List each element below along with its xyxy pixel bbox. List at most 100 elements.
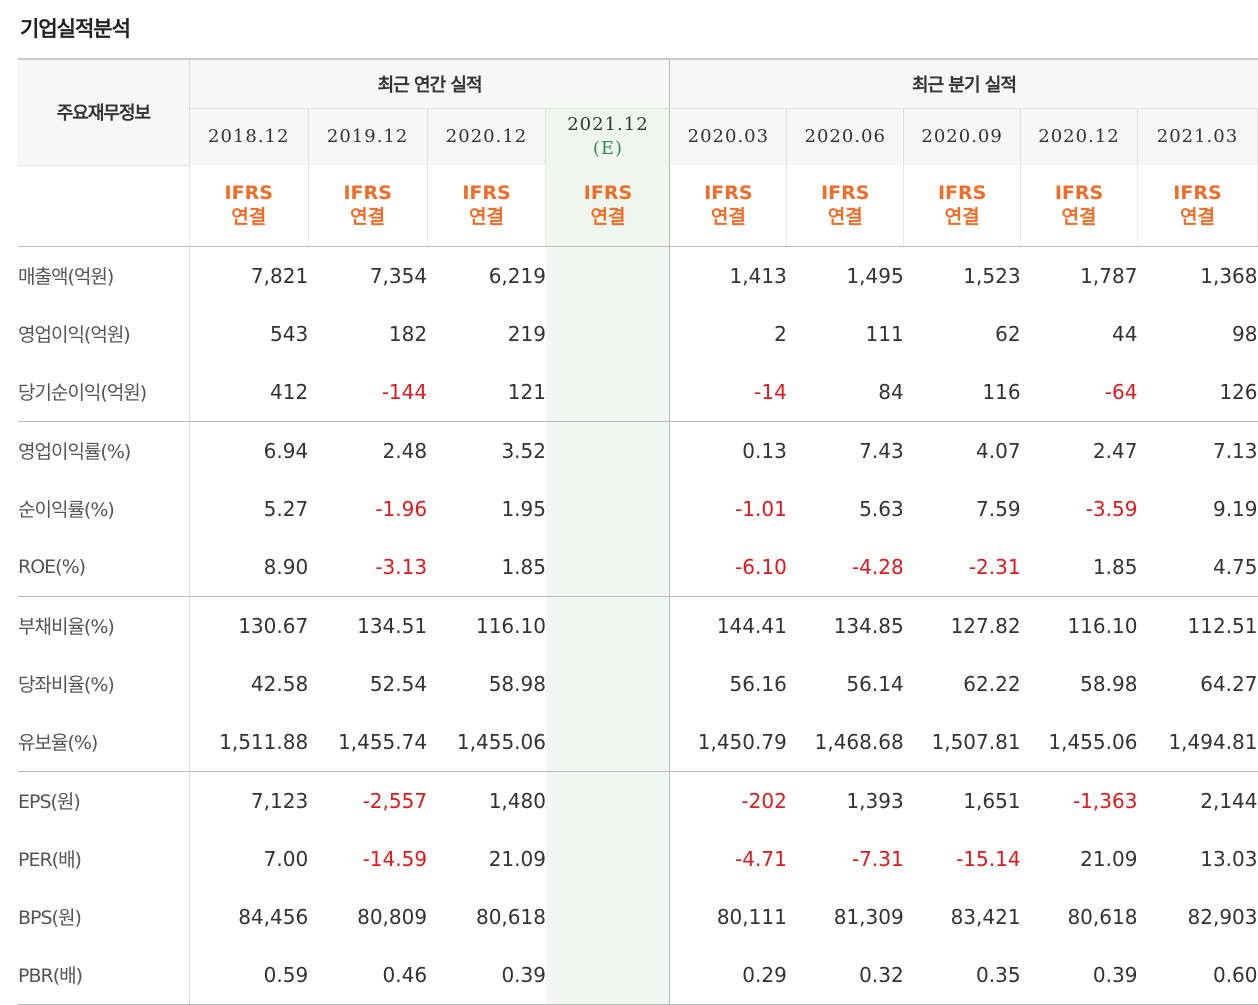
value-cell: 7,354 [369,263,428,288]
consolidated-label: 연결 [590,206,626,229]
value-cell: 21.09 [1080,846,1138,871]
value-cell: -3.13 [308,537,428,597]
value-cell: 84 [786,362,904,422]
value-cell: 121 [427,362,546,422]
estimate-mark: (E) [592,138,624,159]
row-label: 부채비율(%) [18,596,190,655]
value-cell: 21.09 [488,846,546,871]
value-cell: 7.43 [859,438,904,463]
consolidated-label: 연결 [1061,206,1097,229]
value-cell: 1,494.81 [1137,712,1258,772]
row-label: EPS(원) [18,771,190,830]
table-row: 당좌비율(%) 42.58 52.54 58.98 56.16 56.14 62.22 58.… [18,654,1258,713]
page-title: 기업실적분석 [20,17,131,41]
value-cell: 130.67 [238,613,309,638]
estimate-cell [545,829,671,888]
value-cell: -14 [669,362,787,422]
value-cell: 1,455.74 [308,712,428,772]
value-cell: -15.14 [956,846,1021,871]
ifrs-consolidated-label: IFRS 연결 [545,165,671,247]
value-cell: 1,511.88 [189,712,309,772]
value-cell: 1,787 [1080,263,1138,288]
value-cell: 219 [507,321,546,346]
ifrs-consolidated-label: IFRS 연결 [1020,165,1138,247]
financial-table: 주요재무정보 최근 연간 실적 최근 분기 실적 2018.12 2019.12 2… [18,58,1258,1005]
value-cell: 56.14 [846,671,904,696]
value-cell: 134.51 [357,613,428,638]
value-cell: 1,507.81 [903,712,1021,772]
value-cell: 1,450.79 [669,712,787,772]
value-cell: 1,393 [846,788,904,813]
ifrs-consolidated-label: IFRS 연결 [786,165,905,247]
value-cell: -2.31 [903,537,1021,597]
value-cell: 182 [388,321,428,346]
value-cell: 7.59 [976,496,1021,521]
value-cell: -3.59 [1085,496,1138,521]
value-cell: 1.85 [1020,537,1138,597]
period-header-annual: 2021.12 (E) [545,108,671,165]
value-cell: 0.35 [903,945,1021,1005]
value-cell: 80,618 [1067,904,1138,929]
table-row: ROE(%) 8.90 -3.13 1.85 -6.10 -4.28 -2.31 1.85 4.… [18,537,1258,597]
value-cell: -4.28 [786,537,904,597]
value-cell: -1.01 [735,496,787,521]
consolidated-label: 연결 [350,206,386,229]
value-cell: -6.10 [669,537,787,597]
value-cell: 0.32 [786,945,904,1005]
value-cell: 80,111 [716,904,787,929]
value-cell: 83,421 [950,904,1021,929]
value-cell: 2.47 [1092,438,1138,463]
value-cell: 0.59 [189,945,309,1005]
value-cell: 84,456 [238,904,309,929]
consolidated-label: 연결 [827,206,863,229]
value-cell: -14.59 [362,846,428,871]
estimate-cell [545,479,671,538]
table-corner-label: 주요재무정보 [18,58,190,166]
value-cell: 1.85 [427,537,546,597]
estimate-cell [545,712,671,772]
value-cell: -4.71 [735,846,787,871]
value-cell: 98 [1232,321,1258,346]
value-cell: 0.60 [1137,945,1258,1005]
consolidated-label: 연결 [231,206,267,229]
ifrs-label: IFRS [1173,182,1222,205]
value-cell: 0.13 [742,438,787,463]
value-cell: -144 [308,362,428,422]
value-cell: 1,523 [963,263,1021,288]
value-cell: 1,651 [963,788,1021,813]
table-row: EPS(원) 7,123 -2,557 1,480 -202 1,393 1,651 -1,3… [18,771,1258,830]
ifrs-label: IFRS [224,182,273,205]
value-cell: 1,468.68 [786,712,904,772]
table-row: 매출액(억원) 7,821 7,354 6,219 1,413 1,495 1,523 1,7… [18,246,1258,305]
value-cell: -1.96 [375,496,428,521]
value-cell: 64.27 [1200,671,1258,696]
value-cell: 4.75 [1137,537,1258,597]
value-cell: 6,219 [488,263,546,288]
value-cell: 58.98 [488,671,546,696]
value-cell: -64 [1020,362,1138,422]
annual-results-header: 최근 연간 실적 [189,58,671,109]
value-cell: 127.82 [950,613,1021,638]
period-header-quarter: 2020.06 [786,108,905,165]
consolidated-label: 연결 [1179,206,1215,229]
value-cell: 80,618 [475,904,546,929]
value-cell: 6.94 [263,438,309,463]
estimate-cell [545,304,671,363]
value-cell: 58.98 [1080,671,1138,696]
ifrs-label: IFRS [704,182,753,205]
value-cell: 9.19 [1212,496,1258,521]
table-row: 영업이익(억원) 543 182 219 2 111 62 44 98 [18,304,1258,363]
consolidated-label: 연결 [469,206,504,229]
value-cell: 111 [865,321,904,346]
period-date: 2020.12 [445,126,528,147]
ifrs-label: IFRS [343,182,392,205]
value-cell: 0.29 [669,945,787,1005]
ifrs-consolidated-label: IFRS 연결 [189,165,309,247]
ifrs-label: IFRS [583,182,633,205]
ifrs-consolidated-label: IFRS 연결 [903,165,1022,247]
row-label: 당좌비율(%) [18,654,190,713]
period-header-annual: 2018.12 [189,108,309,165]
value-cell: 0.46 [308,945,428,1005]
value-cell: 412 [189,362,309,422]
value-cell: 81,309 [833,904,904,929]
